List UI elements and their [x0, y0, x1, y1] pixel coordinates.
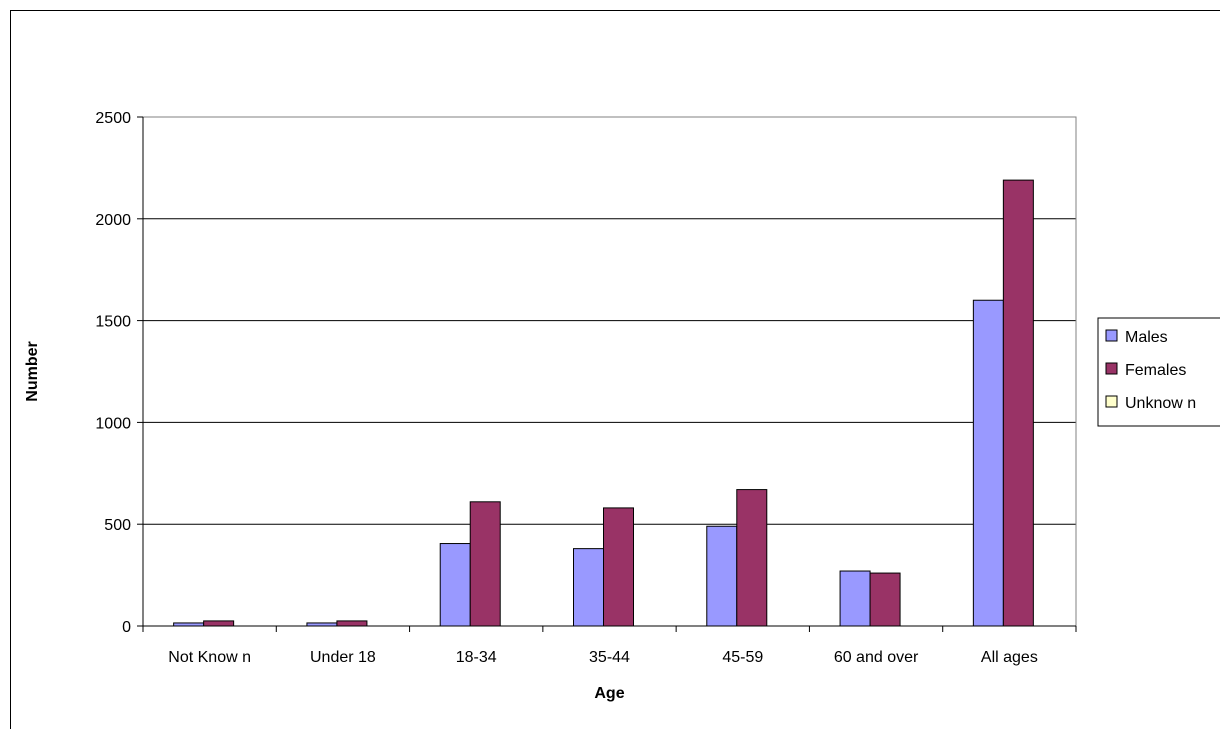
legend-label: Unknow n	[1125, 395, 1196, 412]
x-tick-label: Not Know n	[168, 649, 251, 666]
x-tick-label: 35-44	[589, 649, 630, 666]
y-tick-label: 500	[104, 517, 131, 534]
bar-females	[736, 489, 768, 627]
y-tick-label: 2500	[95, 110, 131, 127]
bar-females	[469, 501, 501, 627]
bar-females	[869, 572, 901, 627]
x-tick-label: 45-59	[722, 649, 763, 666]
bar-males	[439, 543, 471, 627]
y-tick-label: 0	[122, 619, 131, 636]
axes	[137, 116, 1077, 632]
gridlines	[143, 116, 1076, 525]
x-tick-label: All ages	[981, 649, 1038, 666]
y-axis-title: Number	[24, 341, 41, 401]
bar-females	[1002, 179, 1034, 627]
legend-label: Females	[1125, 362, 1186, 379]
bar-males	[573, 548, 604, 627]
legend-label: Males	[1125, 329, 1168, 346]
y-tick-label: 2000	[95, 212, 131, 229]
legend-swatch-females	[1105, 362, 1118, 375]
legend-swatch-unknow-n	[1105, 395, 1118, 408]
x-tick-label: 18-34	[456, 649, 497, 666]
y-tick-labels: 0 500 1000 1500 2000 2500	[95, 110, 131, 636]
y-tick-label: 1500	[95, 314, 131, 331]
x-tick-label: 60 and over	[834, 649, 919, 666]
bars	[173, 179, 1034, 627]
legend-swatch-males	[1105, 329, 1118, 342]
bar-females	[603, 507, 634, 627]
x-tick-labels: Not Know n Under 18 18-34 35-44 45-59 60 and …	[168, 649, 1038, 666]
bar-males	[972, 299, 1004, 627]
bar-males	[839, 570, 871, 627]
legend-box	[1097, 317, 1220, 427]
legend: Males Females Unknow n	[1097, 317, 1220, 427]
bar-females	[203, 620, 235, 627]
chart-frame	[10, 10, 1220, 729]
x-axis-title: Age	[594, 685, 624, 702]
x-tick-label: Under 18	[310, 649, 376, 666]
bar-males	[706, 525, 738, 627]
bar-females	[336, 620, 368, 627]
y-tick-label: 1000	[95, 415, 131, 432]
